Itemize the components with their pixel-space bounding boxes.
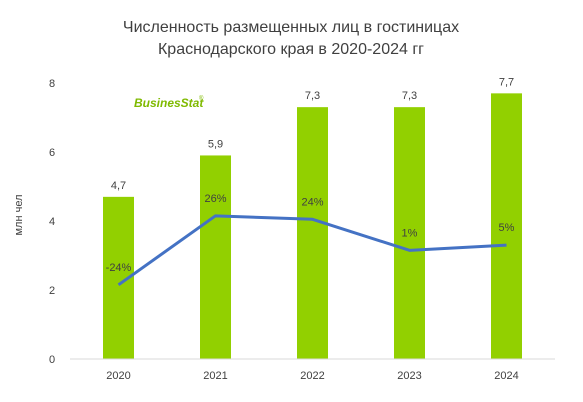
bar-value-label: 7,3 bbox=[402, 90, 417, 102]
x-tick-label: 2022 bbox=[300, 370, 324, 382]
bars bbox=[103, 93, 522, 360]
bar-value-label: 4,7 bbox=[111, 180, 126, 192]
y-tick-label: 0 bbox=[49, 354, 55, 366]
x-tick-label: 2023 bbox=[397, 370, 421, 382]
growth-label: 1% bbox=[402, 227, 418, 239]
y-tick-label: 8 bbox=[49, 78, 55, 90]
chart-title-line-2: Краснодарского края в 2020-2024 гг bbox=[158, 41, 424, 58]
bar-value-labels: 4,7 5,9 7,3 7,3 7,7 bbox=[111, 76, 514, 192]
growth-label: 5% bbox=[499, 222, 515, 234]
bar-2024 bbox=[491, 93, 522, 359]
bar-value-label: 7,7 bbox=[499, 76, 514, 88]
bar-2022 bbox=[297, 107, 328, 360]
y-axis-ticks: 0 2 4 6 8 bbox=[49, 78, 55, 366]
x-tick-label: 2020 bbox=[106, 370, 130, 382]
bar-value-label: 5,9 bbox=[208, 138, 223, 150]
bar-value-label: 7,3 bbox=[305, 90, 320, 102]
logo-registered-mark: ® bbox=[199, 95, 204, 102]
y-tick-label: 6 bbox=[49, 147, 55, 159]
businesstat-logo: BusinesStat ® bbox=[134, 95, 204, 110]
bar-2021 bbox=[200, 155, 231, 359]
x-tick-label: 2024 bbox=[494, 370, 518, 382]
growth-label: 26% bbox=[204, 193, 226, 205]
chart-title-line-1: Численность размещенных лиц в гостиницах bbox=[123, 19, 459, 36]
growth-labels: -24% 26% 24% 1% 5% bbox=[106, 193, 515, 274]
growth-line bbox=[117, 214, 507, 287]
bar-2023 bbox=[394, 107, 425, 360]
growth-label: -24% bbox=[106, 262, 132, 274]
y-tick-label: 4 bbox=[49, 216, 55, 228]
growth-label: 24% bbox=[301, 196, 323, 208]
y-axis-label: млн чел bbox=[13, 194, 25, 235]
x-axis-ticks: 2020 2021 2022 2023 2024 bbox=[106, 370, 518, 382]
y-tick-label: 2 bbox=[49, 285, 55, 297]
x-tick-label: 2021 bbox=[203, 370, 227, 382]
logo-text: BusinesStat bbox=[134, 96, 204, 110]
